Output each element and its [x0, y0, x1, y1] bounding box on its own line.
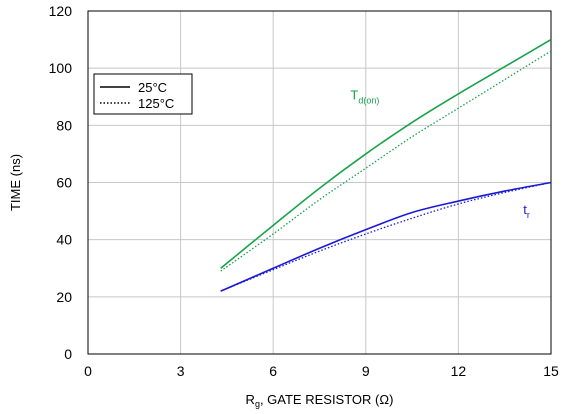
- y-tick-label: 40: [56, 232, 72, 248]
- series-line-tr-25c: [220, 181, 552, 292]
- legend-box: [93, 73, 193, 115]
- y-tick-label: 0: [64, 346, 72, 362]
- curve-annotation: Td(on): [350, 88, 379, 106]
- x-axis-label-text: , GATE RESISTOR (Ω): [260, 392, 393, 407]
- grid: [87, 10, 552, 355]
- annotation-subscript: d(on): [358, 96, 379, 106]
- x-tick-label: 12: [451, 363, 467, 379]
- series-line-tdon-25c: [220, 38, 552, 269]
- x-axis-label-symbol: R: [246, 392, 255, 407]
- series-lines: [220, 38, 552, 292]
- legend-label-25c: 25°C: [138, 80, 167, 95]
- series-line-tr-125c: [220, 181, 552, 292]
- y-tick-label: 60: [56, 175, 72, 191]
- curve-annotation: tr: [523, 202, 530, 220]
- y-tick-label: 120: [49, 3, 73, 19]
- x-tick-label: 9: [362, 363, 370, 379]
- x-axis-label-subscript: g: [255, 399, 260, 409]
- y-tick-label: 80: [56, 117, 72, 133]
- annotation-subscript: r: [527, 210, 530, 220]
- y-tick-label: 100: [49, 60, 73, 76]
- annotation-symbol: T: [350, 88, 358, 103]
- curve-annotations: Td(on) tr: [350, 88, 529, 220]
- y-tick-labels: 0 20 40 60 80 100 120: [49, 3, 73, 362]
- x-tick-label: 15: [543, 363, 559, 379]
- annotation-symbol: t: [523, 202, 527, 217]
- y-axis-label: TIME (ns): [8, 154, 23, 211]
- x-tick-label: 3: [177, 363, 185, 379]
- x-axis-label: Rg, GATE RESISTOR (Ω): [246, 392, 394, 409]
- legend: 25°C 125°C: [93, 73, 193, 115]
- y-tick-label: 20: [56, 289, 72, 305]
- series-line-tdon-125c: [220, 50, 552, 272]
- x-tick-labels: 0 3 6 9 12 15: [84, 363, 559, 379]
- x-tick-label: 0: [84, 363, 92, 379]
- legend-label-125c: 125°C: [138, 96, 174, 111]
- x-tick-label: 6: [269, 363, 277, 379]
